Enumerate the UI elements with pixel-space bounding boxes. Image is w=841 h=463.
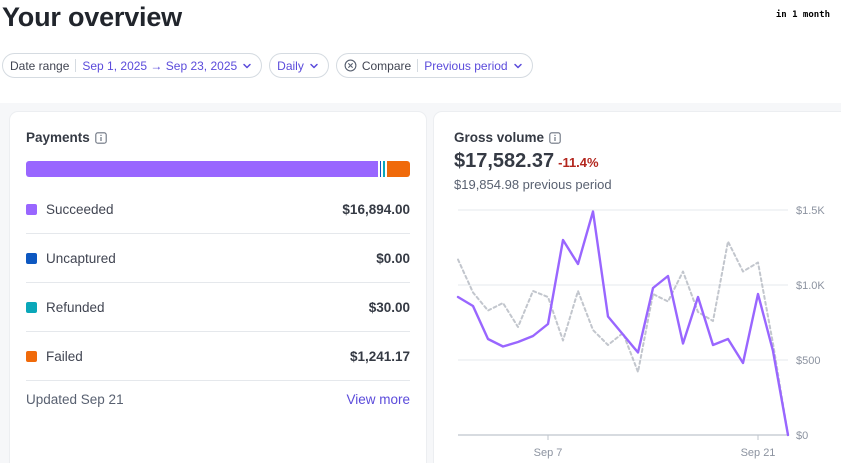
gross-volume-chart[interactable]: $0 $500 $1.0K $1.5K Sep 7 Sep 21 (434, 112, 841, 463)
date-range-value: Sep 1, 2025 → Sep 23, 2025 (82, 58, 238, 73)
payments-title: Payments (26, 130, 90, 145)
row-amount: $1,241.17 (349, 348, 410, 364)
gross-volume-total: $17,582.37 -11.4% (454, 150, 599, 173)
divider (417, 59, 419, 72)
x-tick-label: Sep 7 (534, 447, 563, 459)
y-tick-label: $500 (796, 355, 820, 367)
page-title: Your overview (2, 2, 182, 32)
payments-breakdown-bar (26, 161, 410, 177)
chevron-down-icon (513, 63, 522, 68)
payments-footer: Updated Sep 21 View more (26, 392, 410, 407)
bar-segment-succeeded (26, 161, 378, 177)
relative-time-label: in 1 month (775, 10, 830, 20)
previous-period-amount: $19,854.98 previous period (454, 177, 612, 192)
legend-swatch (26, 252, 37, 264)
row-label: Uncaptured (46, 250, 116, 266)
date-range-filter[interactable]: Date range Sep 1, 2025 → Sep 23, 2025 (2, 53, 263, 78)
series-line-current (456, 210, 790, 437)
updated-timestamp: Updated Sep 21 (26, 392, 124, 407)
legend-swatch (26, 350, 37, 362)
interval-filter[interactable]: Daily (269, 53, 329, 78)
compare-filter[interactable]: Compare Previous period (335, 53, 533, 78)
legend-swatch (26, 203, 37, 215)
y-tick-label: $0 (796, 430, 808, 442)
payments-header: Payments (26, 130, 107, 145)
bar-segment-failed (387, 161, 410, 177)
gross-volume-change: -11.4% (558, 155, 599, 170)
payment-row-refunded[interactable]: Refunded $30.00 (26, 283, 410, 332)
compare-value: Previous period (424, 58, 508, 73)
bar-segment-refunded (383, 161, 385, 177)
payments-card: Payments Succeeded $16,894.00 Uncaptured… (10, 112, 426, 463)
gross-volume-card: Gross volume $17,582.37 -11.4% $19,854.9… (434, 112, 841, 463)
gross-volume-header: Gross volume (454, 130, 561, 145)
row-amount: $16,894.00 (342, 201, 410, 217)
row-label: Succeeded (46, 201, 114, 217)
payment-row-succeeded[interactable]: Succeeded $16,894.00 (26, 185, 410, 234)
info-icon[interactable] (549, 131, 561, 144)
y-tick-label: $1.5K (796, 205, 825, 217)
top-bar: Your overview in 1 month Date range Sep … (0, 0, 841, 103)
interval-value: Daily (277, 58, 304, 73)
payment-row-failed[interactable]: Failed $1,241.17 (26, 332, 410, 381)
close-circle-icon[interactable] (344, 59, 357, 72)
gross-volume-title: Gross volume (454, 130, 545, 145)
chevron-down-icon (310, 63, 318, 68)
series-line-previous (457, 240, 789, 436)
row-label: Failed (46, 348, 83, 364)
bar-segment-uncaptured (380, 161, 381, 177)
date-range-label: Date range (10, 58, 70, 73)
gross-volume-amount: $17,582.37 (454, 150, 555, 172)
compare-label: Compare (361, 58, 412, 73)
view-more-link[interactable]: View more (346, 392, 410, 407)
x-tick-label: Sep 21 (741, 447, 776, 459)
info-icon[interactable] (95, 131, 107, 144)
row-amount: $0.00 (376, 250, 410, 266)
y-tick-label: $1.0K (796, 280, 825, 292)
legend-swatch (26, 301, 37, 313)
row-amount: $30.00 (368, 299, 410, 315)
chevron-down-icon (243, 63, 251, 68)
row-label: Refunded (46, 299, 105, 315)
payment-row-uncaptured[interactable]: Uncaptured $0.00 (26, 234, 410, 283)
filter-bar: Date range Sep 1, 2025 → Sep 23, 2025 Da… (2, 53, 533, 78)
divider (75, 59, 77, 72)
